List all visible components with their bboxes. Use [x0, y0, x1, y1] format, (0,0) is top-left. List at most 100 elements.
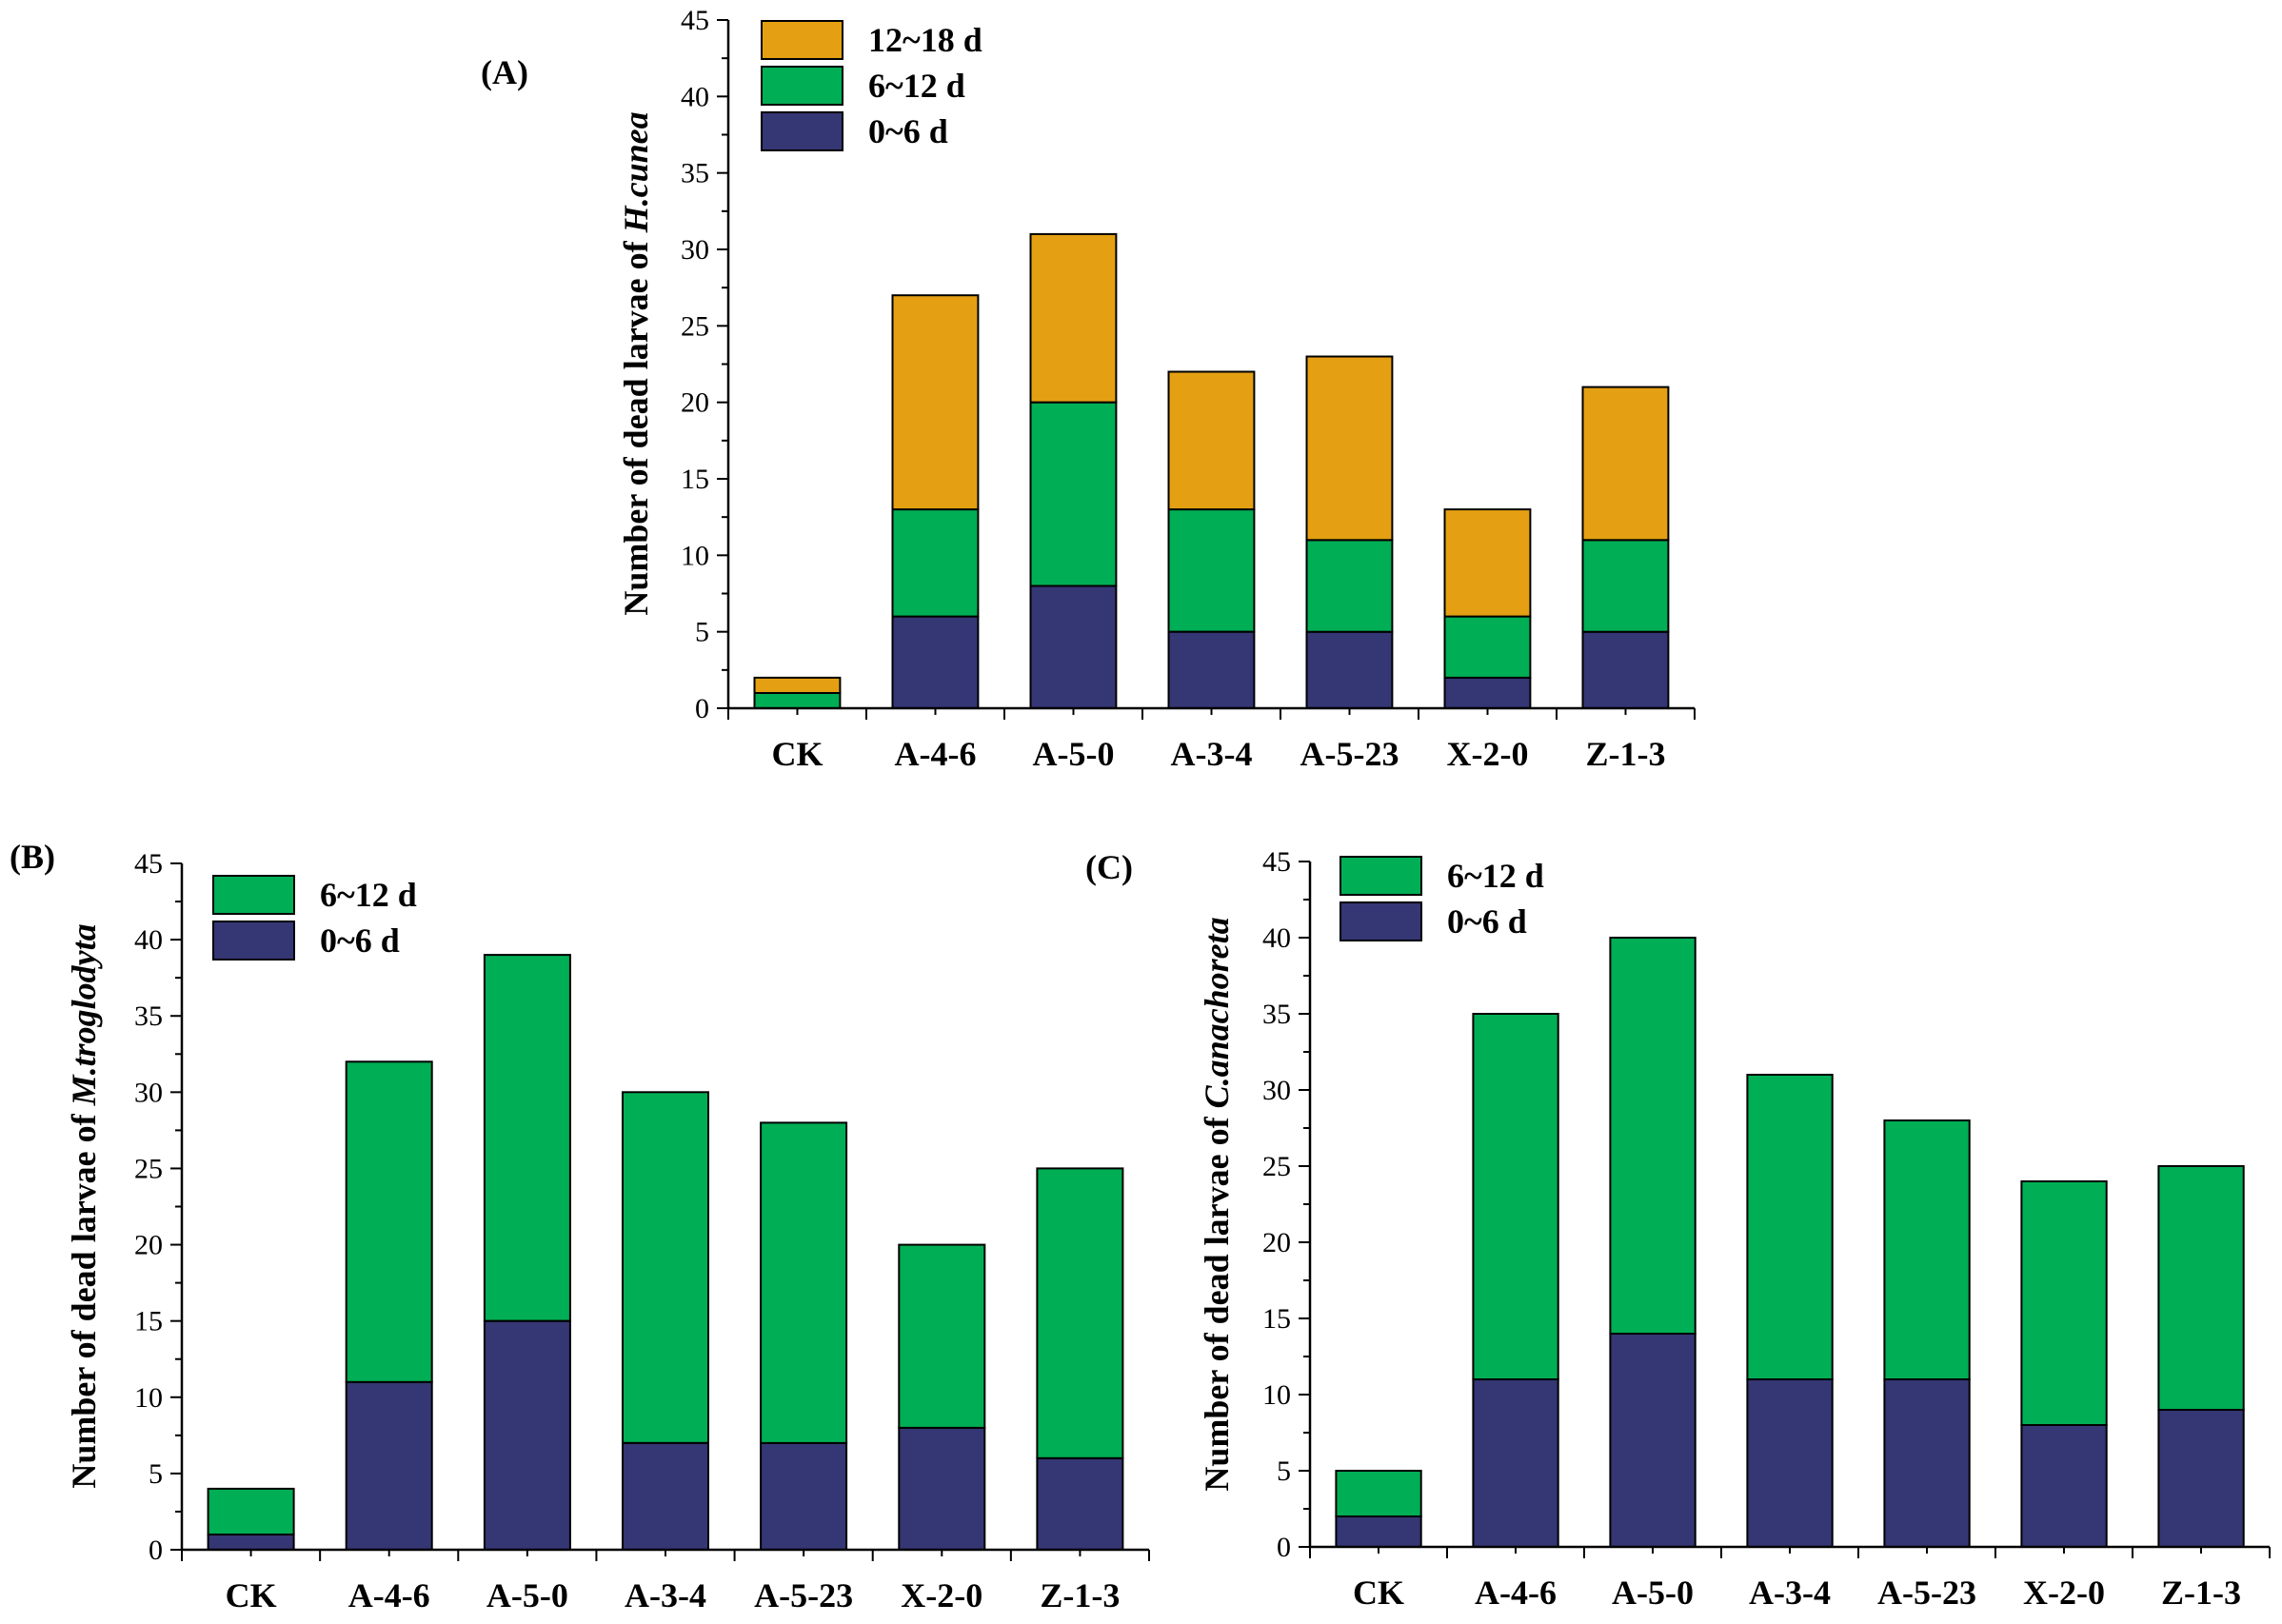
bar-a-z-1-3-6-12-d [1581, 539, 1670, 633]
y-tick-label-15: 15 [681, 464, 709, 495]
y-tick-label-15: 15 [134, 1306, 163, 1337]
y-tick-label-25: 25 [134, 1153, 163, 1184]
y-tick-label-5: 5 [1277, 1456, 1291, 1487]
y-tick-label-20: 20 [134, 1230, 163, 1261]
y-tick-label-5: 5 [695, 617, 709, 648]
bar-a-a-5-23-6-12-d [1305, 539, 1394, 633]
legend-c: 6~12 d 0~6 d [1339, 856, 1544, 941]
bar-b-a-5-23-6-12-d [760, 1121, 848, 1444]
bar-b-ck-6-12-d [207, 1487, 295, 1536]
bar-c-a-3-4-6-12-d [1746, 1074, 1834, 1380]
x-tick-label-a-4-6: A-4-6 [1475, 1574, 1557, 1612]
y-tick-label-35: 35 [1262, 999, 1291, 1030]
bar-b-a-4-6-6-12-d [345, 1060, 433, 1383]
x-tick-label-ck: CK [1353, 1574, 1404, 1612]
bar-a-x-2-0-12-18-d [1443, 508, 1532, 618]
y-tick-label-30: 30 [681, 234, 709, 266]
bar-c-x-2-0-6-12-d [2020, 1180, 2108, 1426]
y-tick-label-20: 20 [1262, 1227, 1291, 1258]
y-tick-label-10: 10 [134, 1382, 163, 1414]
y-tick-label-5: 5 [149, 1458, 163, 1490]
x-tick-label-x-2-0: X-2-0 [1447, 735, 1529, 773]
bar-c-a-4-6-0-6-d [1472, 1378, 1559, 1548]
chart-c: CK A-4-6 A-5-0 A-3-4 A-5-23 X-2-0 Z-1-3 0 5 10 15 2… [1085, 846, 2271, 1612]
y-tick-label-0: 0 [695, 693, 709, 724]
y-tick-label-40: 40 [681, 81, 709, 112]
bar-c-a-5-23-6-12-d [1883, 1119, 1971, 1380]
y-tick-label-35: 35 [681, 158, 709, 189]
bar-c-ck-0-6-d [1335, 1515, 1422, 1548]
y-tick-label-20: 20 [681, 387, 709, 419]
y-axis-title-prefix: Number of dead larvae of [65, 1105, 103, 1488]
y-axis-title-species: H.cunea [617, 111, 655, 233]
x-tick-label-a-5-23: A-5-23 [754, 1576, 853, 1614]
y-tick-label-0: 0 [149, 1535, 163, 1566]
x-tick-label-a-5-23: A-5-23 [1300, 735, 1399, 773]
x-tick-label-ck: CK [772, 735, 824, 773]
x-tick-label-a-5-0: A-5-0 [1612, 1574, 1694, 1612]
bar-a-a-4-6-6-12-d [891, 508, 980, 618]
bar-c-z-1-3-0-6-d [2157, 1409, 2245, 1548]
bar-b-a-3-4-0-6-d [622, 1441, 709, 1552]
y-axis-title: Number of dead larvae of M.troglodyta [65, 923, 103, 1488]
chart-a: CK A-4-6 A-5-0 A-3-4 A-5-23 X-2-0 Z-1-3 0 5 10 15 2… [481, 5, 1696, 773]
bar-a-a-3-4-6-12-d [1167, 508, 1256, 633]
x-tick-label-a-4-6: A-4-6 [348, 1576, 430, 1614]
bar-a-z-1-3-12-18-d [1581, 386, 1670, 542]
bar-c-a-4-6-6-12-d [1472, 1013, 1559, 1380]
bar-b-z-1-3-6-12-d [1036, 1167, 1124, 1459]
legend-swatch-12-18-d [761, 20, 843, 60]
bar-c-a-3-4-0-6-d [1746, 1378, 1834, 1548]
bar-a-a-5-23-12-18-d [1305, 355, 1394, 542]
y-tick-label-35: 35 [134, 1000, 163, 1032]
y-tick-label-15: 15 [1262, 1303, 1291, 1335]
x-tick-label-x-2-0: X-2-0 [2023, 1574, 2105, 1612]
y-tick-label-40: 40 [134, 924, 163, 956]
legend-swatch-6-12-d [761, 66, 843, 106]
x-tick-label-a-3-4: A-3-4 [1749, 1574, 1831, 1612]
x-tick-label-a-3-4: A-3-4 [1171, 735, 1253, 773]
legend-swatch-0-6-d [761, 111, 843, 151]
legend-label-0-6-d: 0~6 d [1447, 902, 1527, 941]
x-tick-label-z-1-3: Z-1-3 [1586, 735, 1666, 773]
y-axis-title-prefix: Number of dead larvae of [1198, 1108, 1236, 1491]
bar-a-a-5-0-0-6-d [1029, 584, 1118, 709]
legend-a: 12~18 d 6~12 d 0~6 d [761, 20, 982, 151]
bar-a-ck-6-12-d [753, 691, 842, 710]
bar-c-ck-6-12-d [1335, 1470, 1422, 1517]
x-tick-label-a-4-6: A-4-6 [895, 735, 977, 773]
y-tick-label-30: 30 [1262, 1075, 1291, 1106]
legend-label-6-12-d: 6~12 d [320, 876, 417, 914]
bar-c-a-5-0-6-12-d [1609, 937, 1697, 1335]
legend-label-12-18-d: 12~18 d [868, 21, 982, 59]
legend-swatch-0-6-d [212, 921, 295, 961]
y-tick-label-30: 30 [134, 1077, 163, 1108]
y-tick-label-25: 25 [681, 310, 709, 342]
legend-swatch-6-12-d [1339, 856, 1422, 896]
bar-a-x-2-0-6-12-d [1443, 615, 1532, 679]
x-tick-label-a-3-4: A-3-4 [625, 1576, 706, 1614]
y-tick-label-10: 10 [681, 540, 709, 571]
bar-a-a-4-6-0-6-d [891, 615, 980, 709]
bar-b-z-1-3-0-6-d [1036, 1456, 1124, 1552]
bar-b-a-5-0-0-6-d [483, 1319, 571, 1551]
y-axis-title-prefix: Number of dead larvae of [617, 232, 655, 615]
bar-a-ck-12-18-d [753, 676, 842, 695]
legend-label-6-12-d: 6~12 d [868, 67, 965, 105]
x-tick-label-a-5-23: A-5-23 [1877, 1574, 1976, 1612]
y-tick-label-45: 45 [681, 5, 709, 36]
bar-b-a-3-4-6-12-d [622, 1091, 709, 1444]
bar-b-x-2-0-0-6-d [898, 1426, 986, 1552]
chart-b: CK A-4-6 A-5-0 A-3-4 A-5-23 X-2-0 Z-1-3 0 5 10 15 2… [10, 838, 1150, 1614]
bar-a-a-3-4-0-6-d [1167, 630, 1256, 710]
bar-c-z-1-3-6-12-d [2157, 1165, 2245, 1411]
bar-c-x-2-0-0-6-d [2020, 1424, 2108, 1548]
x-tick-label-z-1-3: Z-1-3 [2161, 1574, 2241, 1612]
y-tick-label-40: 40 [1262, 922, 1291, 954]
x-tick-label-a-5-0: A-5-0 [1033, 735, 1115, 773]
bar-a-a-5-0-6-12-d [1029, 401, 1118, 587]
y-axis-title: Number of dead larvae of H.cunea [617, 111, 655, 615]
y-axis-title-species: C.anachoreta [1198, 917, 1236, 1108]
panel-label-b: (B) [10, 838, 55, 876]
x-tick-label-x-2-0: X-2-0 [901, 1576, 982, 1614]
